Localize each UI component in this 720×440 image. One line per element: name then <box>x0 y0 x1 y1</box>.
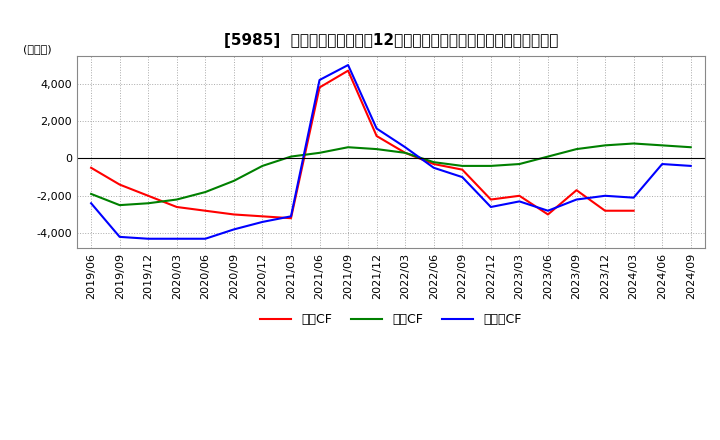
フリーCF <box>458 175 467 180</box>
Line: フリーCF: フリーCF <box>91 65 690 239</box>
営業CF <box>230 212 238 217</box>
フリーCF <box>487 204 495 209</box>
営業CF <box>487 197 495 202</box>
投資CF <box>487 163 495 169</box>
フリーCF <box>287 214 295 219</box>
投資CF <box>401 150 410 155</box>
営業CF <box>87 165 96 170</box>
営業CF <box>544 212 552 217</box>
フリーCF <box>115 234 124 239</box>
営業CF <box>258 214 266 219</box>
営業CF <box>115 182 124 187</box>
フリーCF <box>686 163 695 169</box>
フリーCF <box>658 161 667 167</box>
営業CF <box>173 204 181 209</box>
営業CF <box>572 187 581 193</box>
投資CF <box>343 145 352 150</box>
投資CF <box>429 160 438 165</box>
営業CF <box>429 161 438 167</box>
フリーCF <box>144 236 153 242</box>
投資CF <box>315 150 324 155</box>
投資CF <box>686 145 695 150</box>
営業CF <box>629 208 638 213</box>
営業CF <box>315 85 324 90</box>
フリーCF <box>201 236 210 242</box>
営業CF <box>144 193 153 198</box>
フリーCF <box>429 165 438 170</box>
投資CF <box>144 201 153 206</box>
営業CF <box>458 167 467 172</box>
Line: 営業CF: 営業CF <box>91 71 634 218</box>
フリーCF <box>372 126 381 131</box>
投資CF <box>572 147 581 152</box>
投資CF <box>173 197 181 202</box>
フリーCF <box>401 145 410 150</box>
フリーCF <box>343 62 352 68</box>
フリーCF <box>629 195 638 200</box>
フリーCF <box>230 227 238 232</box>
投資CF <box>629 141 638 146</box>
営業CF <box>201 208 210 213</box>
Title: [5985]  キャッシュフローの12か月移動合計の対前年同期増減額の推移: [5985] キャッシュフローの12か月移動合計の対前年同期増減額の推移 <box>224 33 558 48</box>
営業CF <box>343 68 352 73</box>
投資CF <box>201 189 210 194</box>
営業CF <box>372 133 381 139</box>
投資CF <box>600 143 609 148</box>
投資CF <box>458 163 467 169</box>
投資CF <box>230 178 238 183</box>
投資CF <box>658 143 667 148</box>
Legend: 営業CF, 投資CF, フリーCF: 営業CF, 投資CF, フリーCF <box>255 308 526 331</box>
フリーCF <box>258 219 266 224</box>
投資CF <box>515 161 523 167</box>
フリーCF <box>173 236 181 242</box>
投資CF <box>372 147 381 152</box>
投資CF <box>544 154 552 159</box>
フリーCF <box>315 77 324 83</box>
営業CF <box>287 216 295 221</box>
Text: (百万円): (百万円) <box>24 44 52 54</box>
営業CF <box>600 208 609 213</box>
営業CF <box>515 193 523 198</box>
フリーCF <box>600 193 609 198</box>
投資CF <box>287 154 295 159</box>
営業CF <box>401 150 410 155</box>
Line: 投資CF: 投資CF <box>91 143 690 205</box>
投資CF <box>87 191 96 197</box>
投資CF <box>115 202 124 208</box>
フリーCF <box>572 197 581 202</box>
フリーCF <box>544 208 552 213</box>
フリーCF <box>515 199 523 204</box>
投資CF <box>258 163 266 169</box>
フリーCF <box>87 201 96 206</box>
